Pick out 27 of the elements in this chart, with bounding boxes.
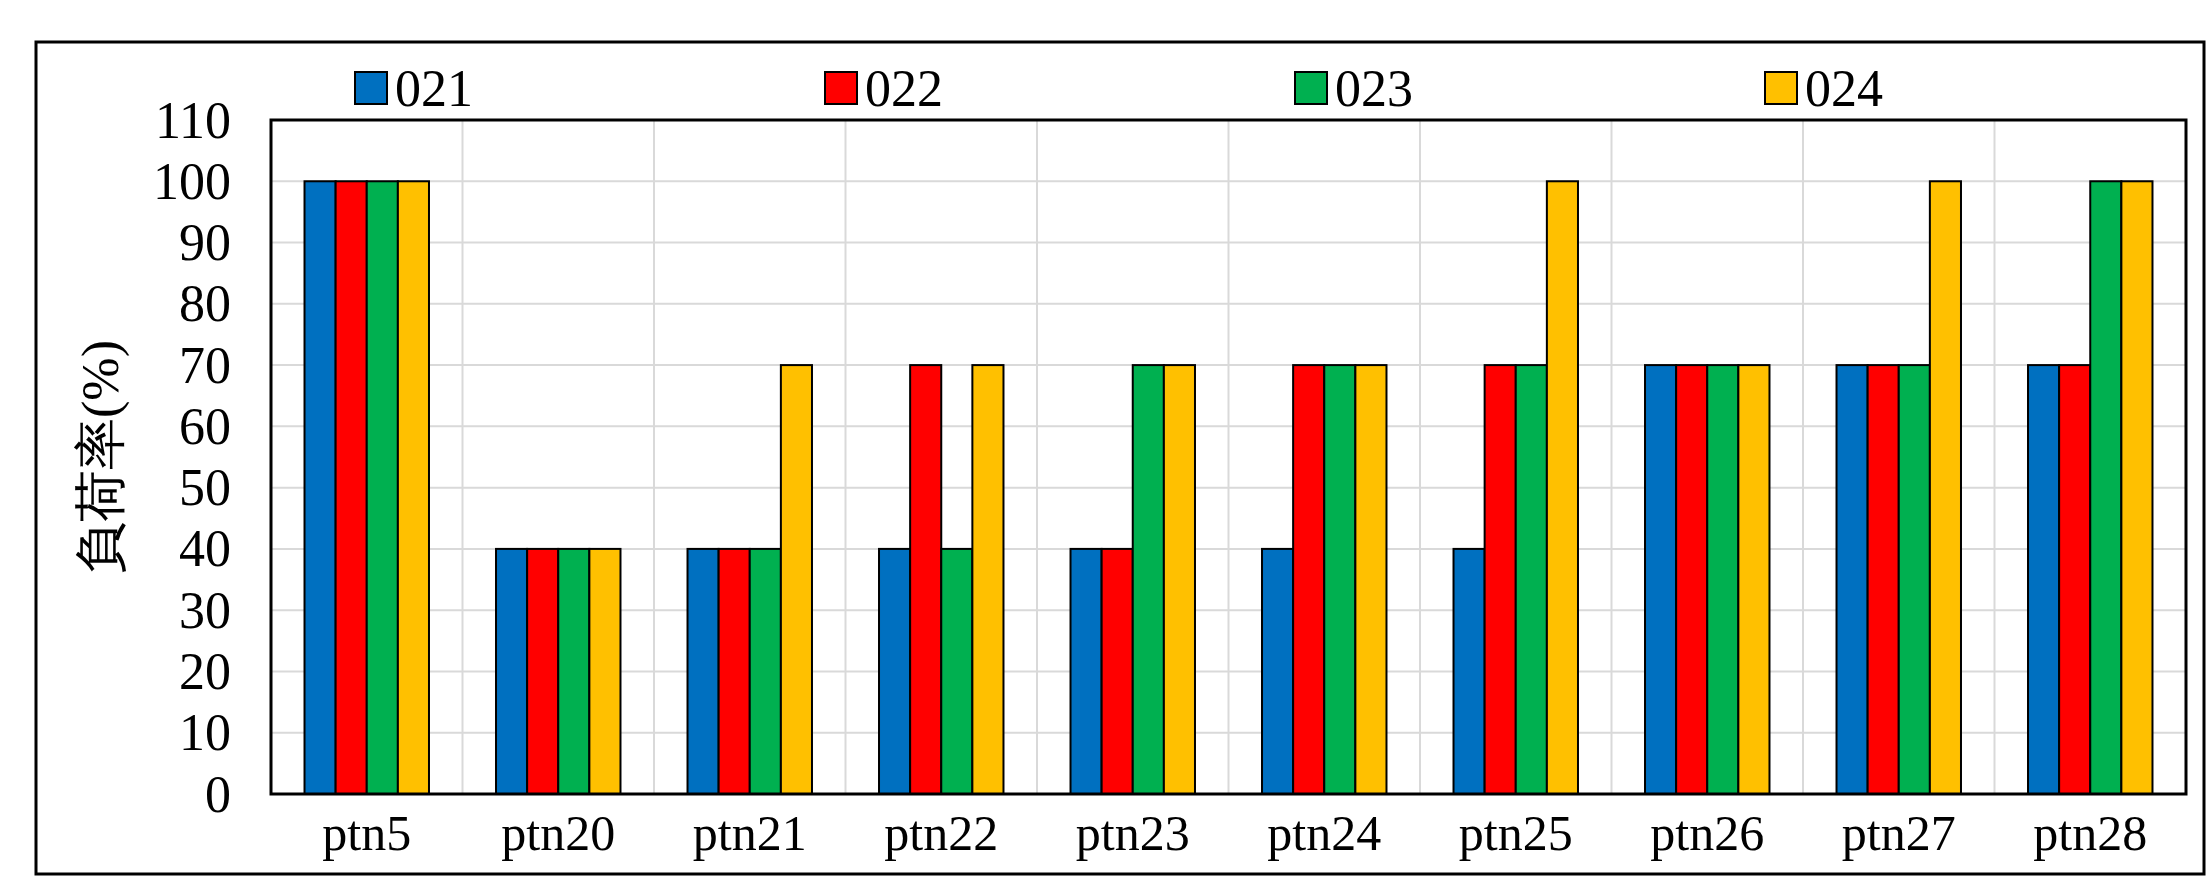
y-tick-label: 60 — [179, 397, 231, 455]
y-tick-label: 110 — [154, 91, 231, 149]
legend-label: 021 — [395, 59, 473, 117]
legend-label: 024 — [1805, 59, 1883, 117]
x-tick-label: ptn22 — [884, 805, 999, 861]
y-tick-label: 70 — [179, 336, 231, 394]
y-tick-label: 40 — [179, 520, 231, 578]
x-tick-label: ptn25 — [1458, 805, 1573, 861]
y-tick-label: 90 — [179, 214, 231, 272]
y-tick-label: 100 — [153, 152, 231, 210]
y-tick-label: 50 — [179, 459, 231, 517]
y-tick-label: 30 — [179, 581, 231, 639]
x-tick-label: ptn23 — [1075, 805, 1190, 861]
y-tick-label: 0 — [205, 765, 231, 823]
y-tick-label: 80 — [179, 275, 231, 333]
x-tick-label: ptn20 — [501, 805, 616, 861]
x-tick-label: ptn24 — [1267, 805, 1382, 861]
y-axis-title: 負荷率(%) — [71, 340, 130, 574]
y-tick-label: 10 — [179, 704, 231, 762]
x-tick-label: ptn27 — [1841, 805, 1956, 861]
x-tick-label: ptn5 — [322, 805, 412, 861]
x-tick-label: ptn28 — [2033, 805, 2148, 861]
x-tick-label: ptn26 — [1650, 805, 1765, 861]
y-tick-label: 20 — [179, 642, 231, 700]
legend-label: 023 — [1335, 59, 1413, 117]
legend-label: 022 — [865, 59, 943, 117]
x-tick-label: ptn21 — [692, 805, 807, 861]
